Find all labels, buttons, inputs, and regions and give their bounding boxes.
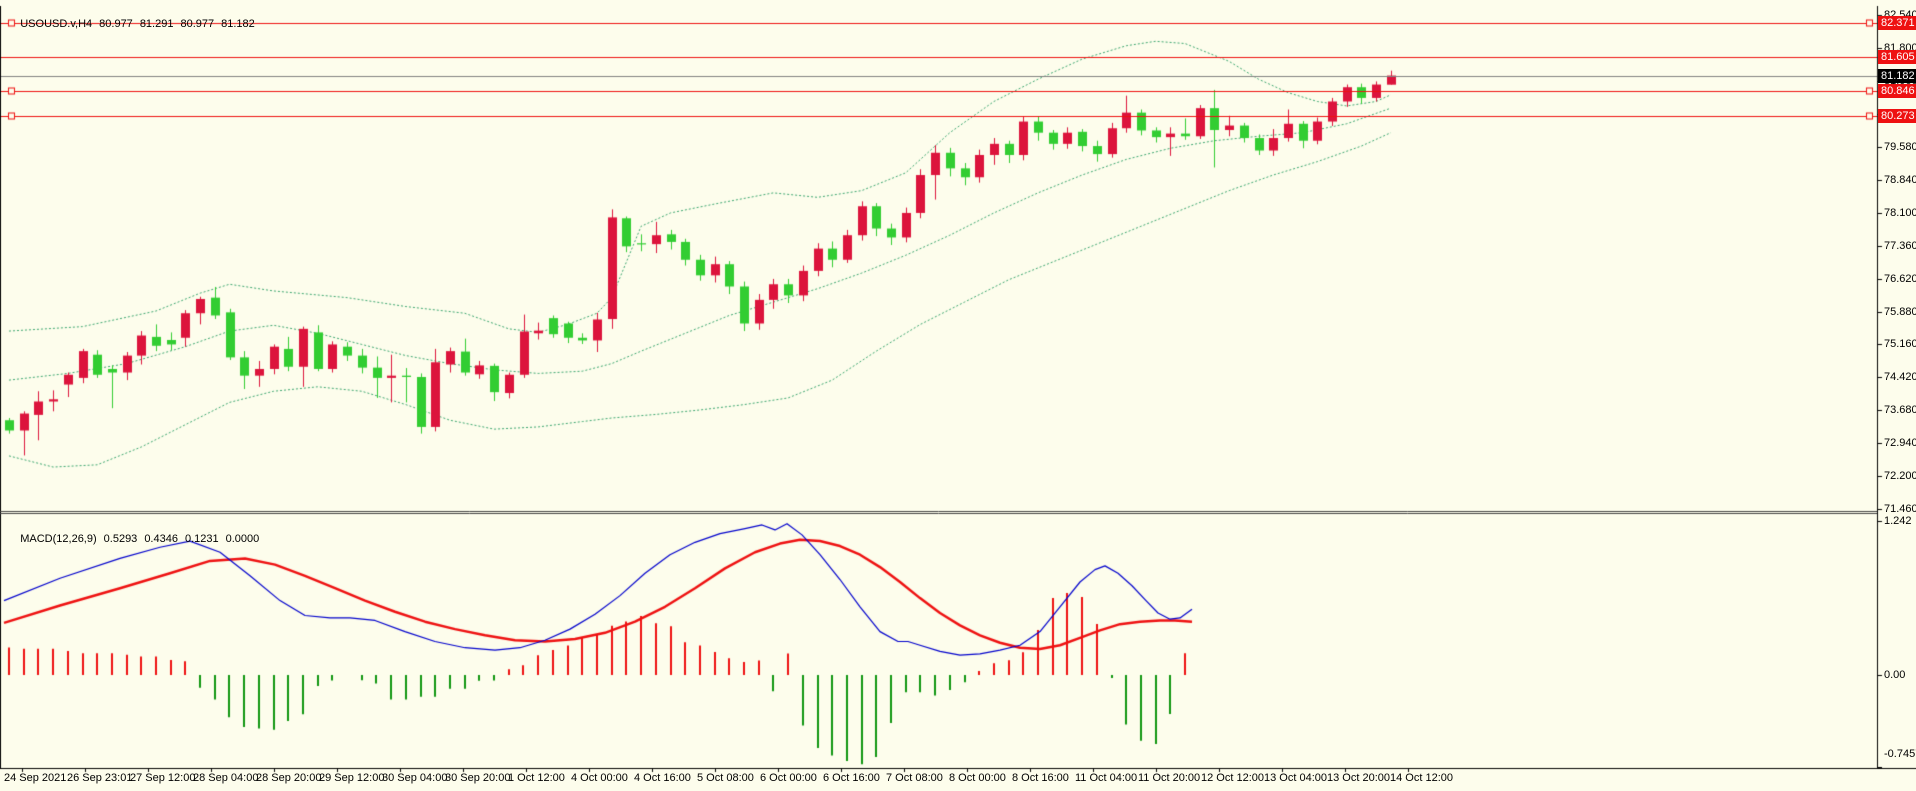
price-axis-label: 78.100 <box>1884 206 1916 219</box>
price-axis-label: 79.580 <box>1884 140 1916 153</box>
time-axis-label: 8 Oct 16:00 <box>1012 772 1069 784</box>
time-axis-label: 26 Sep 23:01 <box>67 772 133 784</box>
price-axis-label: 75.880 <box>1884 305 1916 318</box>
time-axis-label: 29 Sep 12:00 <box>319 772 385 784</box>
symbol-title: USOUSD.v,H4 80.977 81.291 80.977 81.182 <box>8 3 262 45</box>
ohlc-low: 80.977 <box>180 18 215 30</box>
price-axis-label: 75.160 <box>1884 338 1916 350</box>
price-axis-label: 73.680 <box>1884 403 1916 416</box>
price-axis-label: 76.620 <box>1884 272 1916 285</box>
price-axis-label: 78.840 <box>1884 173 1916 186</box>
price-axis-label: 71.460 <box>1884 502 1916 515</box>
time-axis-label: 5 Oct 08:00 <box>697 772 754 784</box>
time-axis-label: 11 Oct 04:00 <box>1075 772 1138 784</box>
time-axis-label: 1 Oct 12:00 <box>508 772 565 784</box>
time-axis-label: 8 Oct 00:00 <box>949 772 1006 784</box>
time-axis-label: 13 Oct 20:00 <box>1327 772 1390 784</box>
ohlc-open: 80.977 <box>99 18 133 30</box>
price-axis-label: 74.420 <box>1884 370 1916 383</box>
time-axis-label: 13 Oct 04:00 <box>1264 772 1327 784</box>
price-line-badge: 82.371 <box>1878 15 1916 30</box>
time-axis-label: 11 Oct 20:00 <box>1138 772 1201 784</box>
symbol-name: USOUSD.v,H4 <box>20 18 93 30</box>
macd-axis-label: -0.7457 <box>1884 748 1916 760</box>
macd-name: MACD(12,26,9) <box>20 533 97 545</box>
macd-indicator-label: MACD(12,26,9) 0.5293 0.4346 0.1231 0.0000 <box>8 518 266 560</box>
time-axis-label: 6 Oct 00:00 <box>760 772 817 784</box>
price-line-badge: 80.846 <box>1878 83 1916 98</box>
current-price-badge: 81.182 <box>1878 68 1916 83</box>
time-axis-label: 4 Oct 16:00 <box>634 772 691 784</box>
time-axis-label: 27 Sep 12:00 <box>130 772 196 784</box>
macd-axis-label: 0.00 <box>1884 669 1906 681</box>
time-axis-label: 14 Oct 12:00 <box>1390 772 1453 784</box>
time-axis-label: 7 Oct 08:00 <box>886 772 943 784</box>
price-line-badge: 80.273 <box>1878 109 1916 124</box>
macd-value-signal: 0.4346 <box>144 533 178 545</box>
time-axis-label: 28 Sep 04:00 <box>193 772 259 784</box>
time-axis-label: 4 Oct 00:00 <box>571 772 628 784</box>
price-axis-label: 77.360 <box>1884 239 1916 252</box>
macd-value-main: 0.5293 <box>103 533 138 545</box>
macd-value-hist: 0.1231 <box>184 533 219 545</box>
ohlc-close: 81.182 <box>221 18 255 30</box>
time-axis-label: 30 Sep 04:00 <box>382 772 448 784</box>
macd-axis-label: 1.242 <box>1884 514 1912 527</box>
price-line-badge: 81.605 <box>1878 49 1916 64</box>
time-axis-label: 30 Sep 20:00 <box>445 772 511 784</box>
time-axis-label: 12 Oct 12:00 <box>1201 772 1264 784</box>
ohlc-high: 81.291 <box>139 18 174 30</box>
price-axis-label: 72.940 <box>1884 436 1916 449</box>
time-axis-label: 6 Oct 16:00 <box>823 772 880 784</box>
price-axis-label: 72.200 <box>1884 469 1916 482</box>
time-axis-label: 24 Sep 2021 <box>4 772 67 784</box>
macd-value-zero: 0.0000 <box>225 533 260 545</box>
time-axis-label: 28 Sep 20:00 <box>256 772 322 784</box>
